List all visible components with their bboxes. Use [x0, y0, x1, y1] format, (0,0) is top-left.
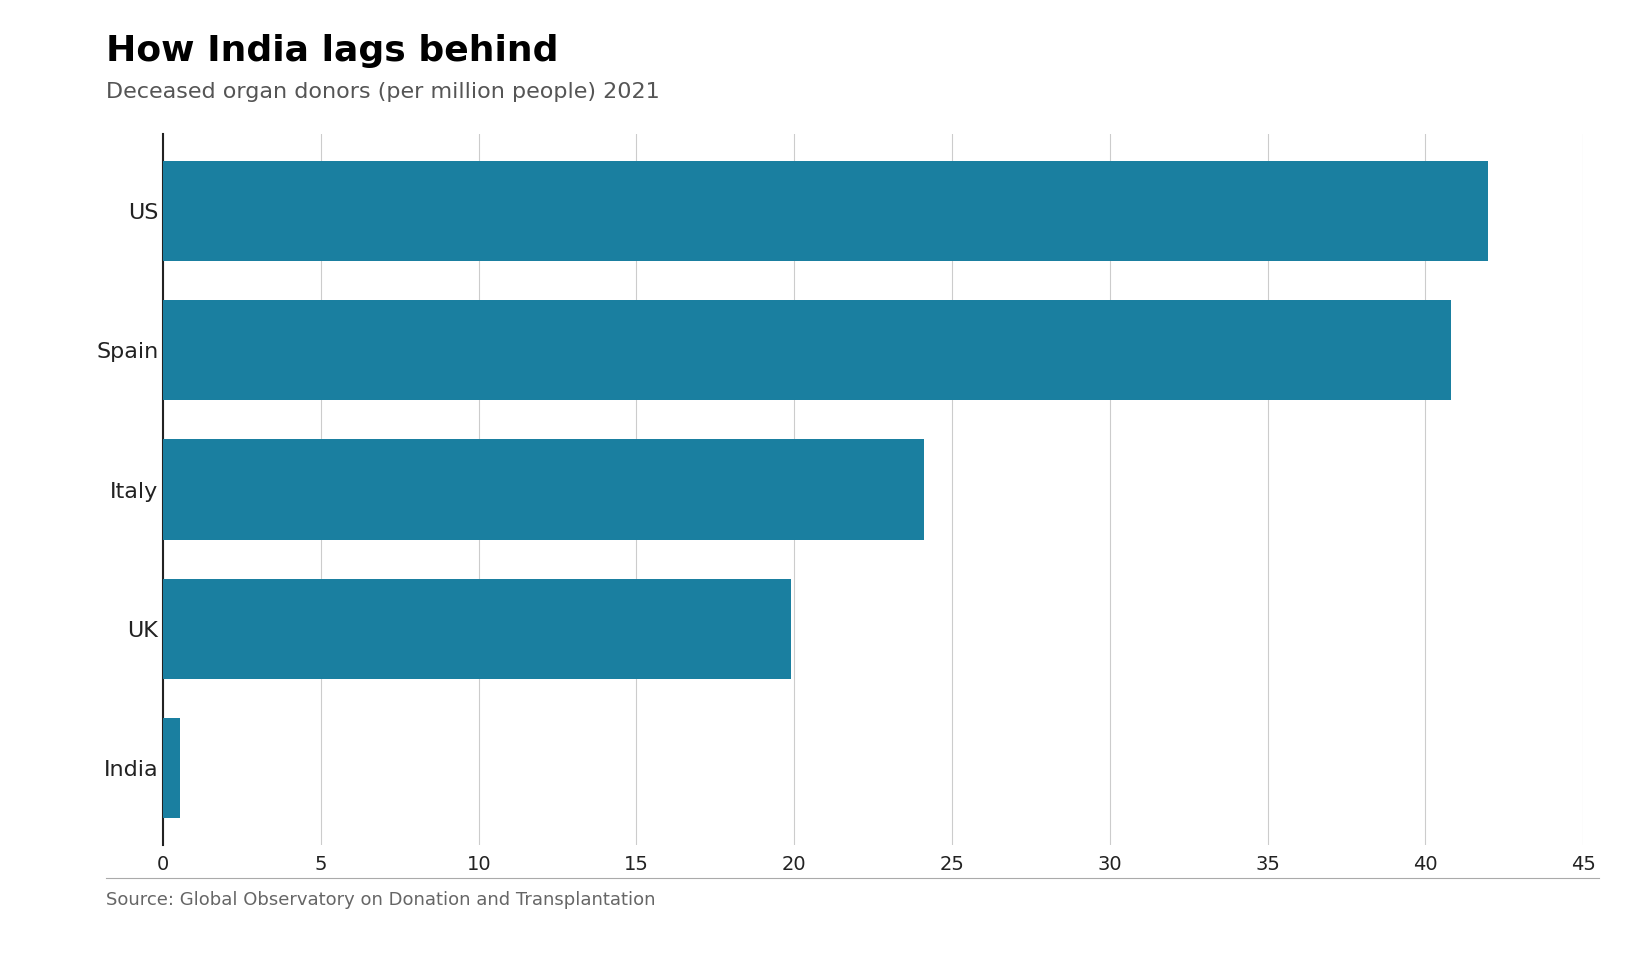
Text: Deceased organ donors (per million people) 2021: Deceased organ donors (per million peopl…: [106, 82, 659, 102]
Text: BBC: BBC: [1550, 913, 1590, 931]
Bar: [163, 161, 1488, 261]
Bar: [163, 440, 924, 540]
Bar: [163, 579, 792, 679]
Text: Source: Global Observatory on Donation and Transplantation: Source: Global Observatory on Donation a…: [106, 891, 656, 909]
Text: How India lags behind: How India lags behind: [106, 34, 558, 67]
Bar: [163, 718, 180, 818]
Bar: [163, 300, 1451, 400]
